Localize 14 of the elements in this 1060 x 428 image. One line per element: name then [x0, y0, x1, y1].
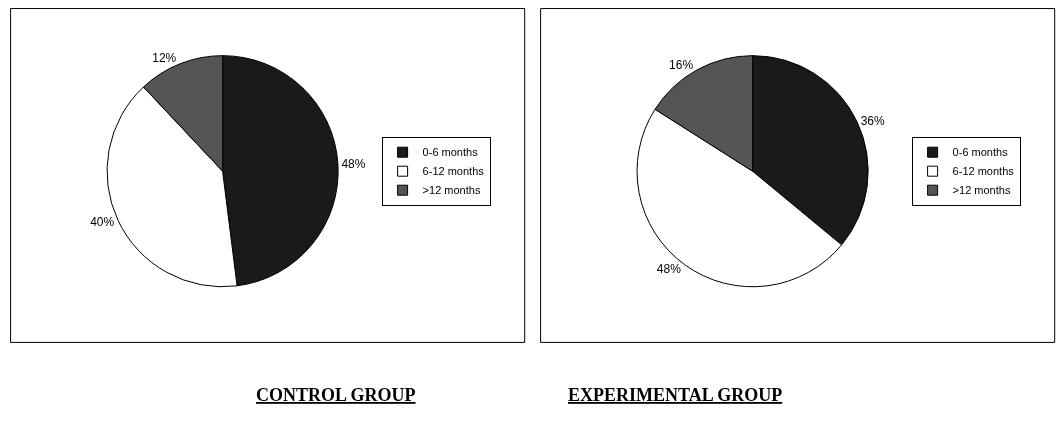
data-label: 48% [656, 262, 682, 277]
data-label: 16% [669, 57, 694, 72]
legend-label: 0-6 months [422, 146, 479, 159]
data-label: 36% [860, 113, 886, 128]
text: CONTROL GROUP [256, 385, 416, 405]
data-label: 12% [152, 50, 177, 65]
legend-label: 0-6 months [952, 146, 1009, 159]
data-label: 48% [341, 156, 366, 171]
data-label: 40% [90, 214, 115, 229]
text: EXPERIMENTAL GROUP [568, 385, 783, 405]
legend-label: >12 months [952, 184, 1011, 197]
legend-label: >12 months [422, 184, 481, 197]
legend-label: 6-12 months [422, 165, 485, 178]
legend-label: 6-12 months [952, 165, 1015, 178]
